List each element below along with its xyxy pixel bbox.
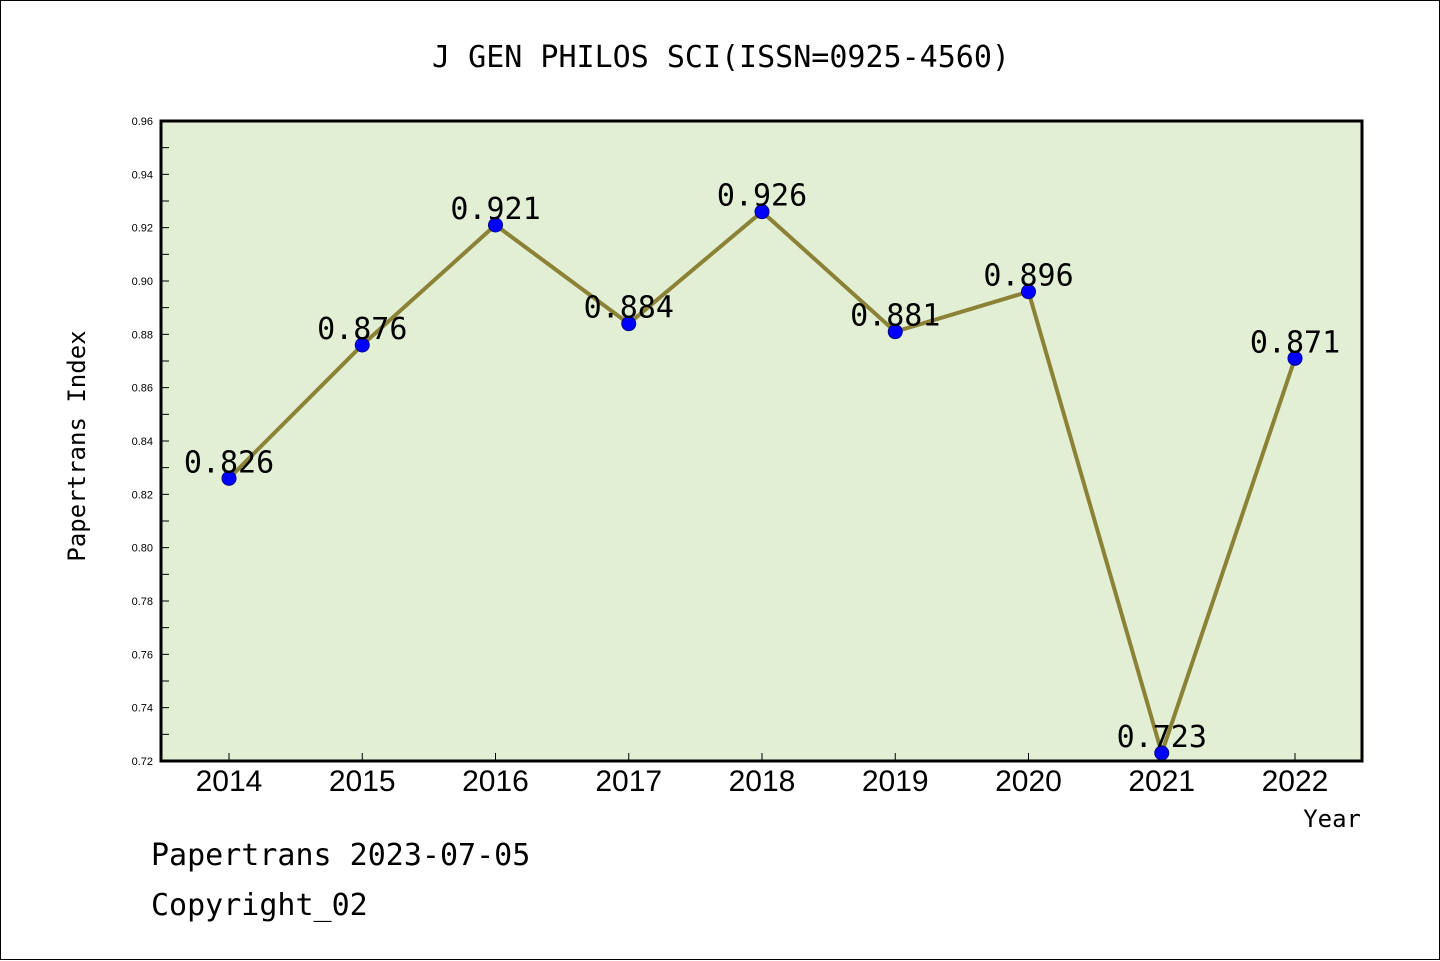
data-value-label: 0.926 (717, 179, 807, 214)
y-tick-label: 0.96 (132, 116, 153, 128)
data-point (354, 337, 370, 353)
x-tick-label: 2022 (1262, 765, 1329, 798)
data-labels: 0.826 0.876 0.921 0.884 0.926 0.881 0.896 0.723… (184, 179, 1340, 755)
data-point (754, 204, 770, 220)
y-tick-label: 0.86 (132, 383, 153, 395)
x-tick-label: 2020 (995, 765, 1062, 798)
data-markers (221, 204, 1303, 761)
y-tick-label: 0.88 (132, 329, 153, 341)
data-value-label: 0.881 (850, 299, 940, 334)
data-value-label: 0.921 (450, 192, 540, 227)
x-tick-label: 2016 (462, 765, 529, 798)
y-tick-label: 0.74 (132, 703, 153, 715)
data-point (488, 217, 503, 233)
data-point (221, 470, 237, 486)
y-tick-label: 0.84 (132, 436, 153, 448)
y-tick-label: 0.82 (132, 489, 153, 501)
y-axis-ticks: 0.72 0.74 0.76 0.78 0.80 0.82 0.84 0.86 0.88 0.90… (132, 116, 169, 768)
plot-border (159, 119, 1364, 763)
footer-date: Papertrans 2023-07-05 (151, 838, 530, 873)
y-axis-label: Papertrans Index (63, 330, 91, 561)
x-axis-label: Year (1303, 805, 1361, 833)
data-value-label: 0.826 (184, 445, 274, 480)
data-point (887, 324, 903, 340)
footer-copyright: Copyright_02 (151, 888, 368, 923)
x-tick-label: 2014 (196, 765, 263, 798)
x-tick-label: 2018 (729, 765, 796, 798)
y-tick-label: 0.76 (132, 649, 153, 661)
x-tick-label: 2019 (862, 765, 929, 798)
y-tick-label: 0.80 (132, 543, 153, 555)
y-tick-label: 0.72 (132, 756, 153, 768)
data-value-label: 0.871 (1250, 325, 1340, 360)
data-point (1021, 284, 1036, 300)
data-value-label: 0.876 (317, 312, 407, 347)
x-axis-ticks: 2014 2015 2016 2017 2018 2019 2020 2021 2022 (196, 753, 1329, 798)
y-tick-label: 0.94 (132, 169, 153, 181)
x-tick-label: 2015 (329, 765, 396, 798)
data-point (1287, 350, 1303, 366)
x-tick-label: 2021 (1128, 765, 1195, 798)
data-point (621, 316, 637, 332)
data-value-label: 0.723 (1117, 720, 1207, 755)
plot-area (161, 121, 1362, 761)
data-value-label: 0.896 (983, 259, 1073, 294)
chart-title: J GEN PHILOS SCI(ISSN=0925-4560) (432, 40, 1010, 75)
y-tick-label: 0.90 (132, 276, 153, 288)
y-tick-label: 0.92 (132, 223, 153, 235)
data-value-label: 0.884 (584, 291, 674, 326)
y-tick-label: 0.78 (132, 596, 153, 608)
x-tick-label: 2017 (595, 765, 662, 798)
